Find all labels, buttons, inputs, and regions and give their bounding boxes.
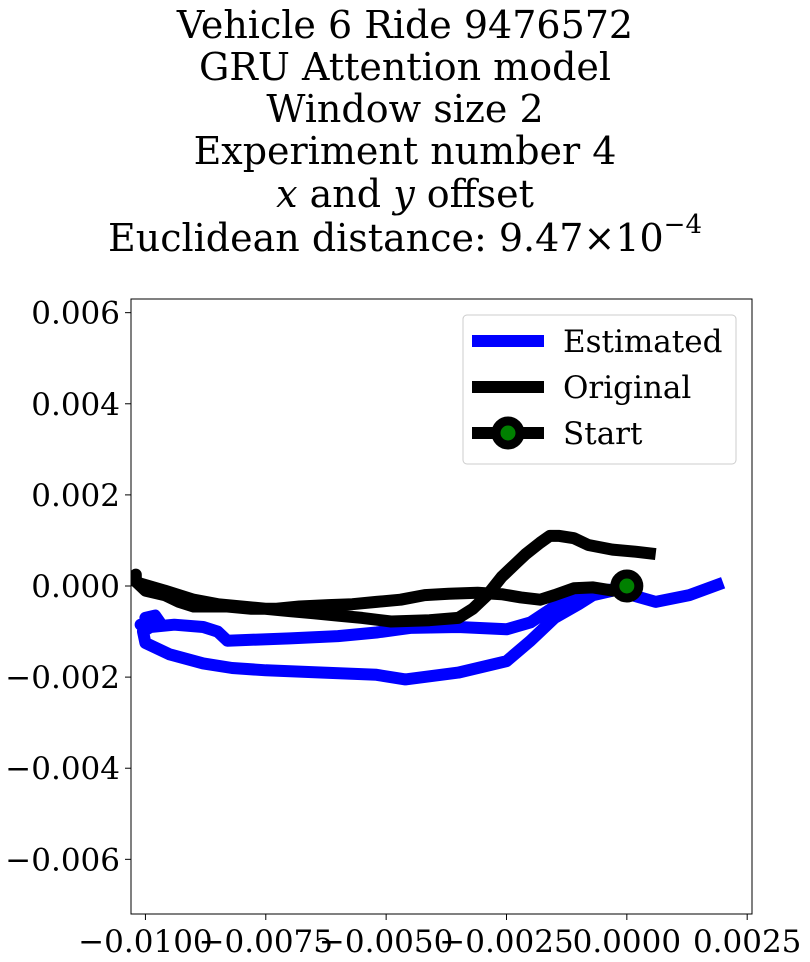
- y-tick-label: −0.006: [5, 842, 120, 878]
- y-tick-label: 0.004: [31, 387, 120, 423]
- legend-estimated-label: Estimated: [563, 324, 722, 360]
- x-tick-label: 0.0025: [693, 924, 801, 960]
- title-line-4: Experiment number 4: [193, 129, 617, 173]
- title-exponent: −4: [663, 210, 702, 240]
- title-line-1: Vehicle 6 Ride 9476572: [176, 3, 634, 47]
- title-line-3: Window size 2: [266, 87, 544, 131]
- plot-area: [131, 529, 726, 686]
- x-tick-label: −0.0025: [439, 924, 573, 960]
- title-power-base: 10: [615, 216, 664, 260]
- legend-box: [462, 314, 737, 465]
- title-and-text: and: [297, 172, 394, 216]
- series-estimated-line: [137, 577, 726, 686]
- title-times-sign: ×: [583, 216, 616, 260]
- x-tick-label: −0.0100: [78, 924, 212, 960]
- y-tick-label: −0.004: [5, 751, 120, 787]
- legend: Estimated Original Start: [462, 314, 737, 465]
- plot-frame: [130, 298, 753, 915]
- y-tick-label: 0.002: [31, 478, 120, 514]
- title-offset-text: offset: [414, 172, 534, 216]
- y-tick-label: −0.002: [5, 660, 120, 696]
- legend-original-label: Original: [563, 370, 691, 406]
- title-x-var: x: [276, 172, 298, 216]
- legend-start-marker: [491, 416, 525, 450]
- title-line-5: x and y offset: [0, 172, 810, 216]
- legend-start-label: Start: [563, 416, 643, 452]
- title-y-var: y: [393, 172, 415, 216]
- title-line-2: GRU Attention model: [198, 45, 612, 89]
- start-marker: [610, 569, 644, 603]
- series-original-line: [131, 529, 657, 628]
- x-tick-label: −0.0075: [199, 924, 333, 960]
- y-tick-label: 0.000: [31, 569, 120, 605]
- x-tick-label: −0.0050: [319, 924, 453, 960]
- x-tick-label: 0.0000: [573, 924, 681, 960]
- series-estimated-end-cluster: [134, 609, 166, 631]
- title-distance-prefix: Euclidean distance: 9.47: [108, 216, 584, 260]
- y-tick-label: 0.006: [31, 296, 120, 332]
- title-line-6: Euclidean distance: 9.47×10−4: [0, 212, 810, 260]
